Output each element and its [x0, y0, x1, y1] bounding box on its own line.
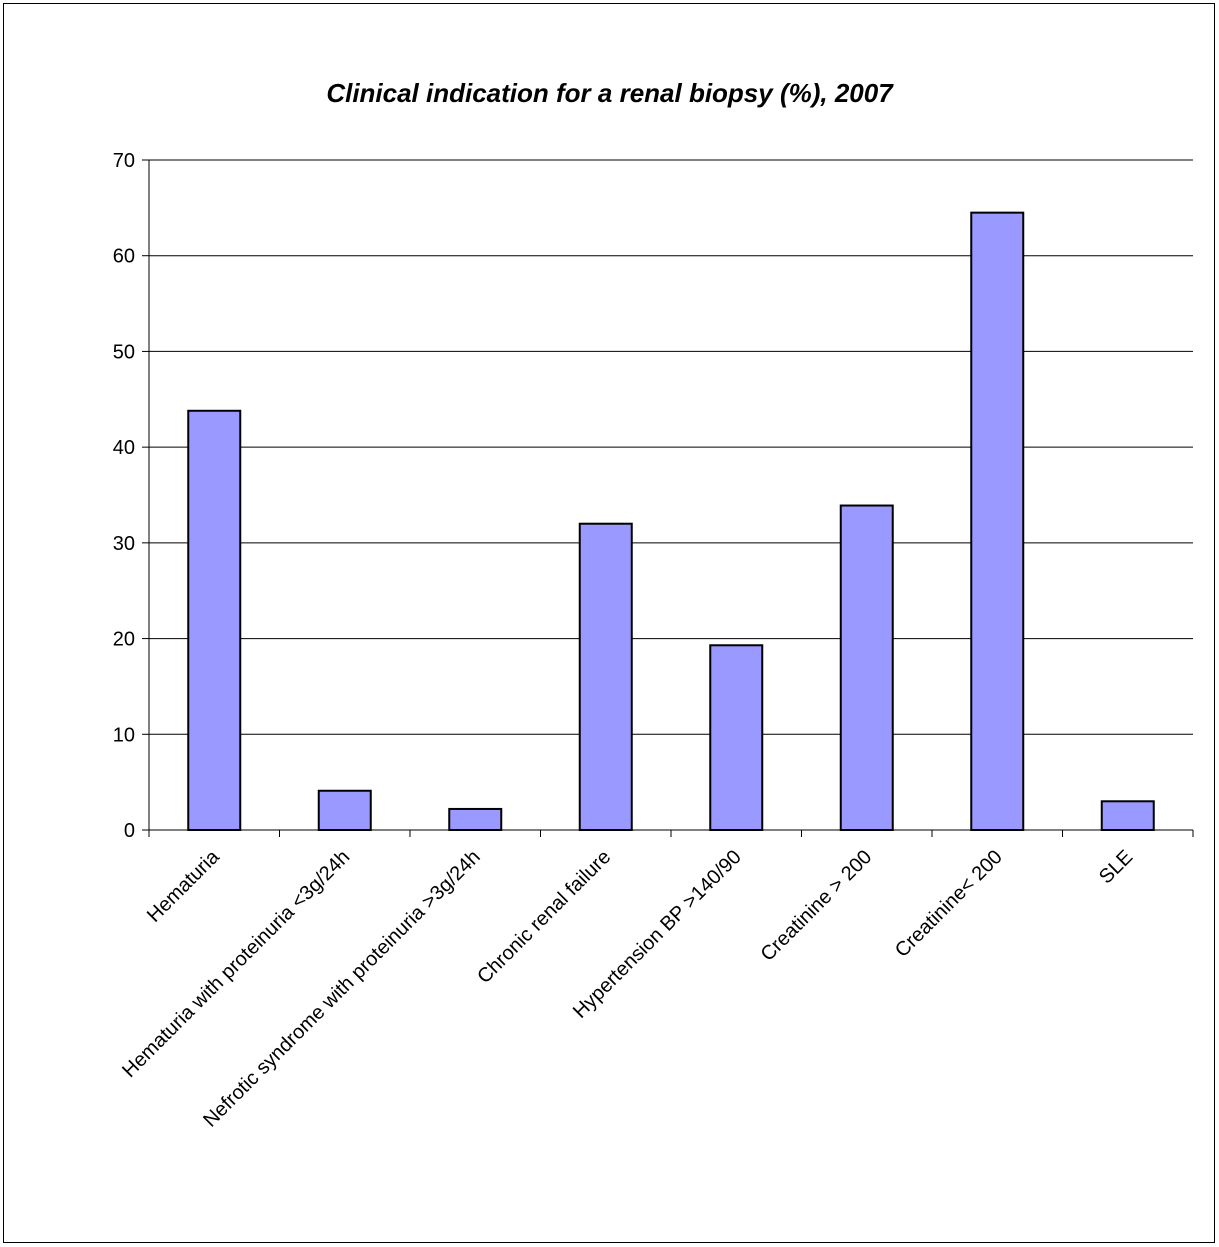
x-tick-label: Hematuria with proteinuria <3g/24h	[118, 846, 354, 1082]
bar	[317, 789, 372, 831]
y-tick-label: 60	[113, 246, 135, 268]
bar	[448, 807, 503, 832]
chart-title: Clinical indication for a renal biopsy (…	[326, 78, 893, 108]
x-tick-label: Creatinine< 200	[891, 846, 1007, 962]
y-tick-label: 20	[113, 629, 135, 651]
x-tick-label: SLE	[1095, 846, 1137, 888]
y-tick-label: 50	[113, 341, 135, 363]
bars	[187, 211, 1155, 832]
x-tick-label: Creatinine > 200	[757, 846, 877, 966]
axes	[142, 159, 1194, 837]
bar	[970, 211, 1025, 831]
bar	[709, 644, 764, 831]
bar	[187, 409, 242, 831]
bar	[1100, 800, 1155, 831]
y-tick-labels: 0 10 20 30 40 50 60 70	[113, 150, 135, 842]
gridlines	[149, 159, 1193, 735]
y-tick-label: 30	[113, 533, 135, 555]
y-tick-label: 40	[113, 437, 135, 459]
y-tick-label: 10	[113, 724, 135, 746]
y-tick-label: 70	[113, 150, 135, 172]
x-tick-label: Chronic renal failure	[473, 846, 615, 988]
bar	[839, 504, 894, 831]
y-tick-label: 0	[124, 820, 135, 842]
x-tick-label: Nefrotic syndrome with proteinuria >3g/2…	[199, 846, 485, 1132]
bar	[578, 522, 633, 831]
x-tick-label: Hematuria	[143, 845, 224, 926]
